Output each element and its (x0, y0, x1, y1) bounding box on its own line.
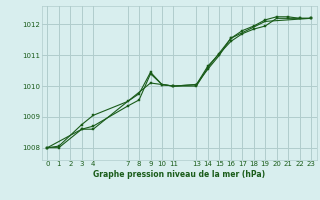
X-axis label: Graphe pression niveau de la mer (hPa): Graphe pression niveau de la mer (hPa) (93, 170, 265, 179)
